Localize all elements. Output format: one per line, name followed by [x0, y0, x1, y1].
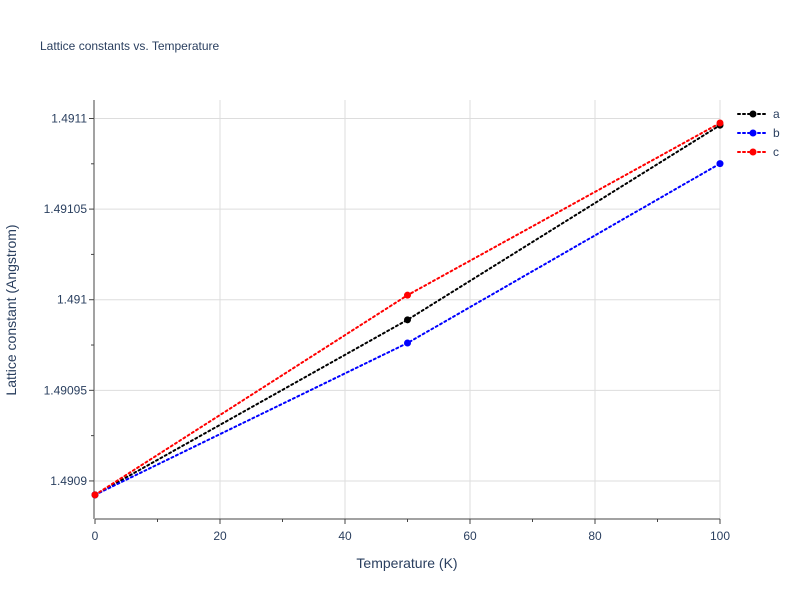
y-tick-label: 1.49105	[44, 202, 88, 216]
data-point-c[interactable]	[404, 291, 411, 299]
y-tick-label: 1.4911	[51, 111, 87, 125]
data-point-a[interactable]	[404, 316, 411, 324]
y-axis-ticks: 1.4909 1.49095 1.491 1.49105 1.4911	[44, 111, 94, 488]
y-tick-label: 1.4909	[50, 474, 87, 488]
legend-item-b[interactable]: b	[737, 126, 780, 140]
legend-item-a[interactable]: a	[737, 107, 780, 121]
legend-item-c[interactable]: c	[737, 145, 779, 159]
y-tick-label: 1.49095	[44, 383, 88, 397]
series-line-a	[94, 124, 721, 496]
data-point-c[interactable]	[91, 491, 99, 499]
x-axis-ticks: 0 20 40 60 80 100	[92, 519, 730, 543]
y-axis-title: Lattice constant (Angstrom)	[3, 224, 19, 395]
legend-marker	[749, 110, 757, 118]
x-tick-label: 0	[92, 529, 99, 543]
legend[interactable]: abc	[737, 107, 780, 159]
data-point-b[interactable]	[404, 339, 411, 347]
x-axis-title: Temperature (K)	[356, 555, 457, 571]
y-tick-label: 1.491	[57, 293, 87, 307]
legend-marker	[749, 129, 757, 137]
legend-label: a	[773, 107, 780, 121]
legend-marker	[749, 148, 757, 156]
x-tick-label: 40	[338, 529, 352, 543]
x-tick-label: 20	[213, 529, 227, 543]
x-tick-label: 100	[710, 529, 730, 543]
legend-label: c	[773, 145, 779, 159]
grid	[95, 100, 721, 519]
legend-label: b	[773, 126, 780, 140]
x-tick-label: 60	[463, 529, 477, 543]
data-point-b[interactable]	[716, 160, 724, 168]
x-tick-label: 80	[588, 529, 602, 543]
chart-title: Lattice constants vs. Temperature	[40, 39, 220, 53]
data-point-c[interactable]	[716, 119, 724, 127]
series-layer	[91, 119, 724, 499]
